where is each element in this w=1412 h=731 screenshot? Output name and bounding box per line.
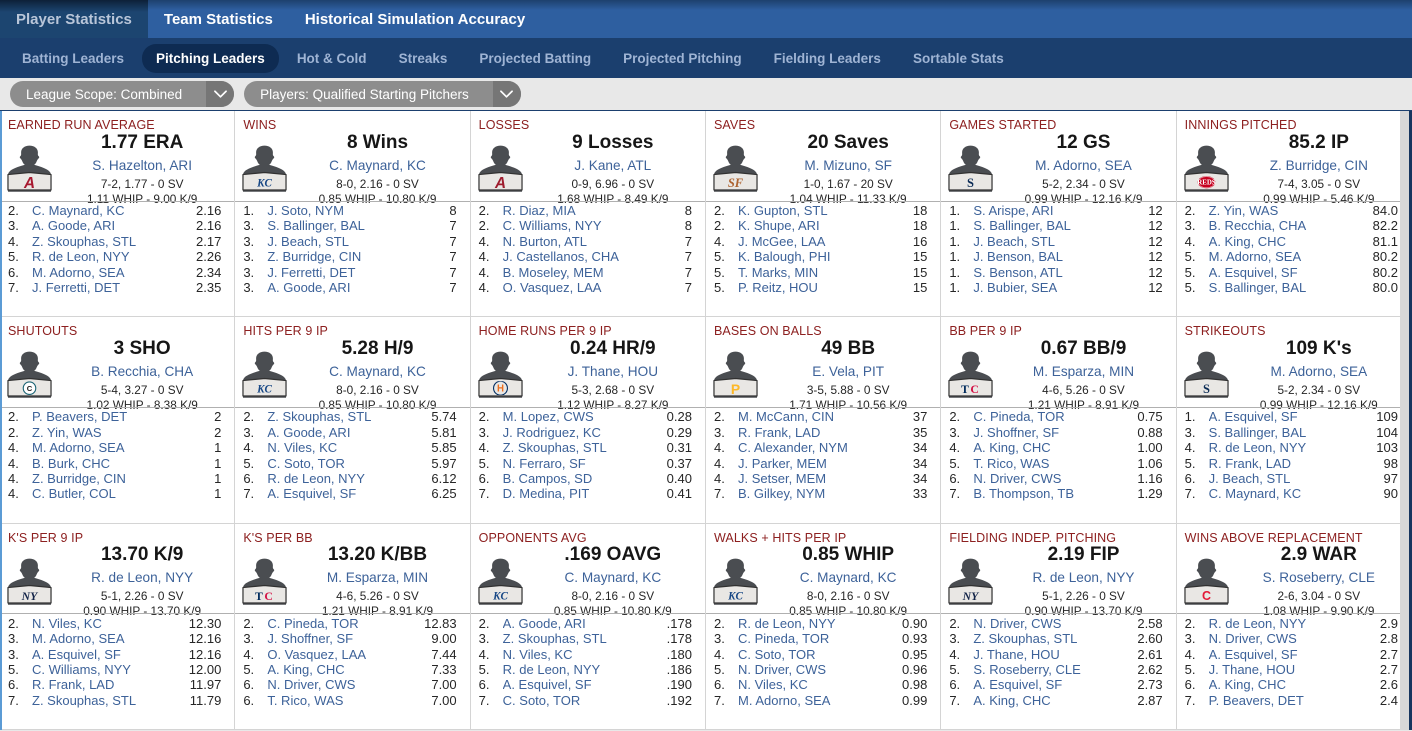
svg-text:P: P — [731, 381, 740, 397]
svg-text:REDS: REDS — [1197, 180, 1216, 187]
svg-text:H: H — [497, 384, 504, 395]
svg-text:KC: KC — [256, 384, 272, 396]
svg-text:T: T — [961, 382, 969, 396]
svg-text:S: S — [1203, 382, 1210, 396]
svg-text:C: C — [27, 384, 33, 393]
svg-text:T: T — [255, 589, 263, 603]
svg-text:KC: KC — [492, 590, 508, 602]
svg-text:KC: KC — [256, 177, 272, 189]
svg-text:NY: NY — [962, 589, 981, 603]
svg-text:S: S — [967, 176, 974, 190]
svg-text:KC: KC — [727, 590, 743, 602]
svg-text:SF: SF — [728, 176, 744, 190]
svg-text:NY: NY — [21, 589, 40, 603]
svg-text:C: C — [1202, 589, 1211, 603]
svg-text:C: C — [265, 589, 274, 603]
svg-text:C: C — [971, 382, 980, 396]
